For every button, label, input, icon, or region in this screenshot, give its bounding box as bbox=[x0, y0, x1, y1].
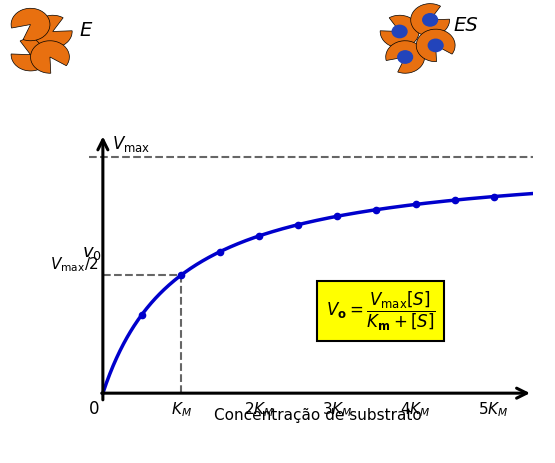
Wedge shape bbox=[33, 16, 72, 49]
Text: Concentração de substrato: Concentração de substrato bbox=[214, 407, 422, 422]
Text: $V_{\bf o} = \dfrac{V_{\rm max}[S]}{K_{\bf m} + [S]}$: $V_{\bf o} = \dfrac{V_{\rm max}[S]}{K_{\… bbox=[325, 289, 435, 332]
Text: $v_0$: $v_0$ bbox=[82, 243, 102, 261]
Text: $K_M$: $K_M$ bbox=[170, 399, 191, 418]
Wedge shape bbox=[411, 5, 450, 37]
Text: E: E bbox=[80, 21, 92, 39]
Text: $V_{\rm max}$: $V_{\rm max}$ bbox=[112, 133, 150, 153]
Circle shape bbox=[392, 26, 407, 38]
Wedge shape bbox=[11, 39, 50, 72]
Circle shape bbox=[428, 40, 443, 52]
Text: $4K_M$: $4K_M$ bbox=[400, 399, 431, 418]
Text: $2K_M$: $2K_M$ bbox=[244, 399, 275, 418]
Text: $3K_M$: $3K_M$ bbox=[322, 399, 352, 418]
Text: $V_{\rm max}/2$: $V_{\rm max}/2$ bbox=[50, 255, 99, 273]
Text: $5K_M$: $5K_M$ bbox=[478, 399, 509, 418]
Wedge shape bbox=[416, 30, 455, 63]
Circle shape bbox=[423, 15, 437, 27]
Text: ES: ES bbox=[454, 16, 478, 35]
Wedge shape bbox=[386, 42, 425, 74]
Wedge shape bbox=[31, 42, 69, 74]
Wedge shape bbox=[11, 9, 50, 42]
Text: 0: 0 bbox=[88, 399, 99, 417]
Wedge shape bbox=[380, 16, 419, 49]
Circle shape bbox=[398, 52, 412, 64]
